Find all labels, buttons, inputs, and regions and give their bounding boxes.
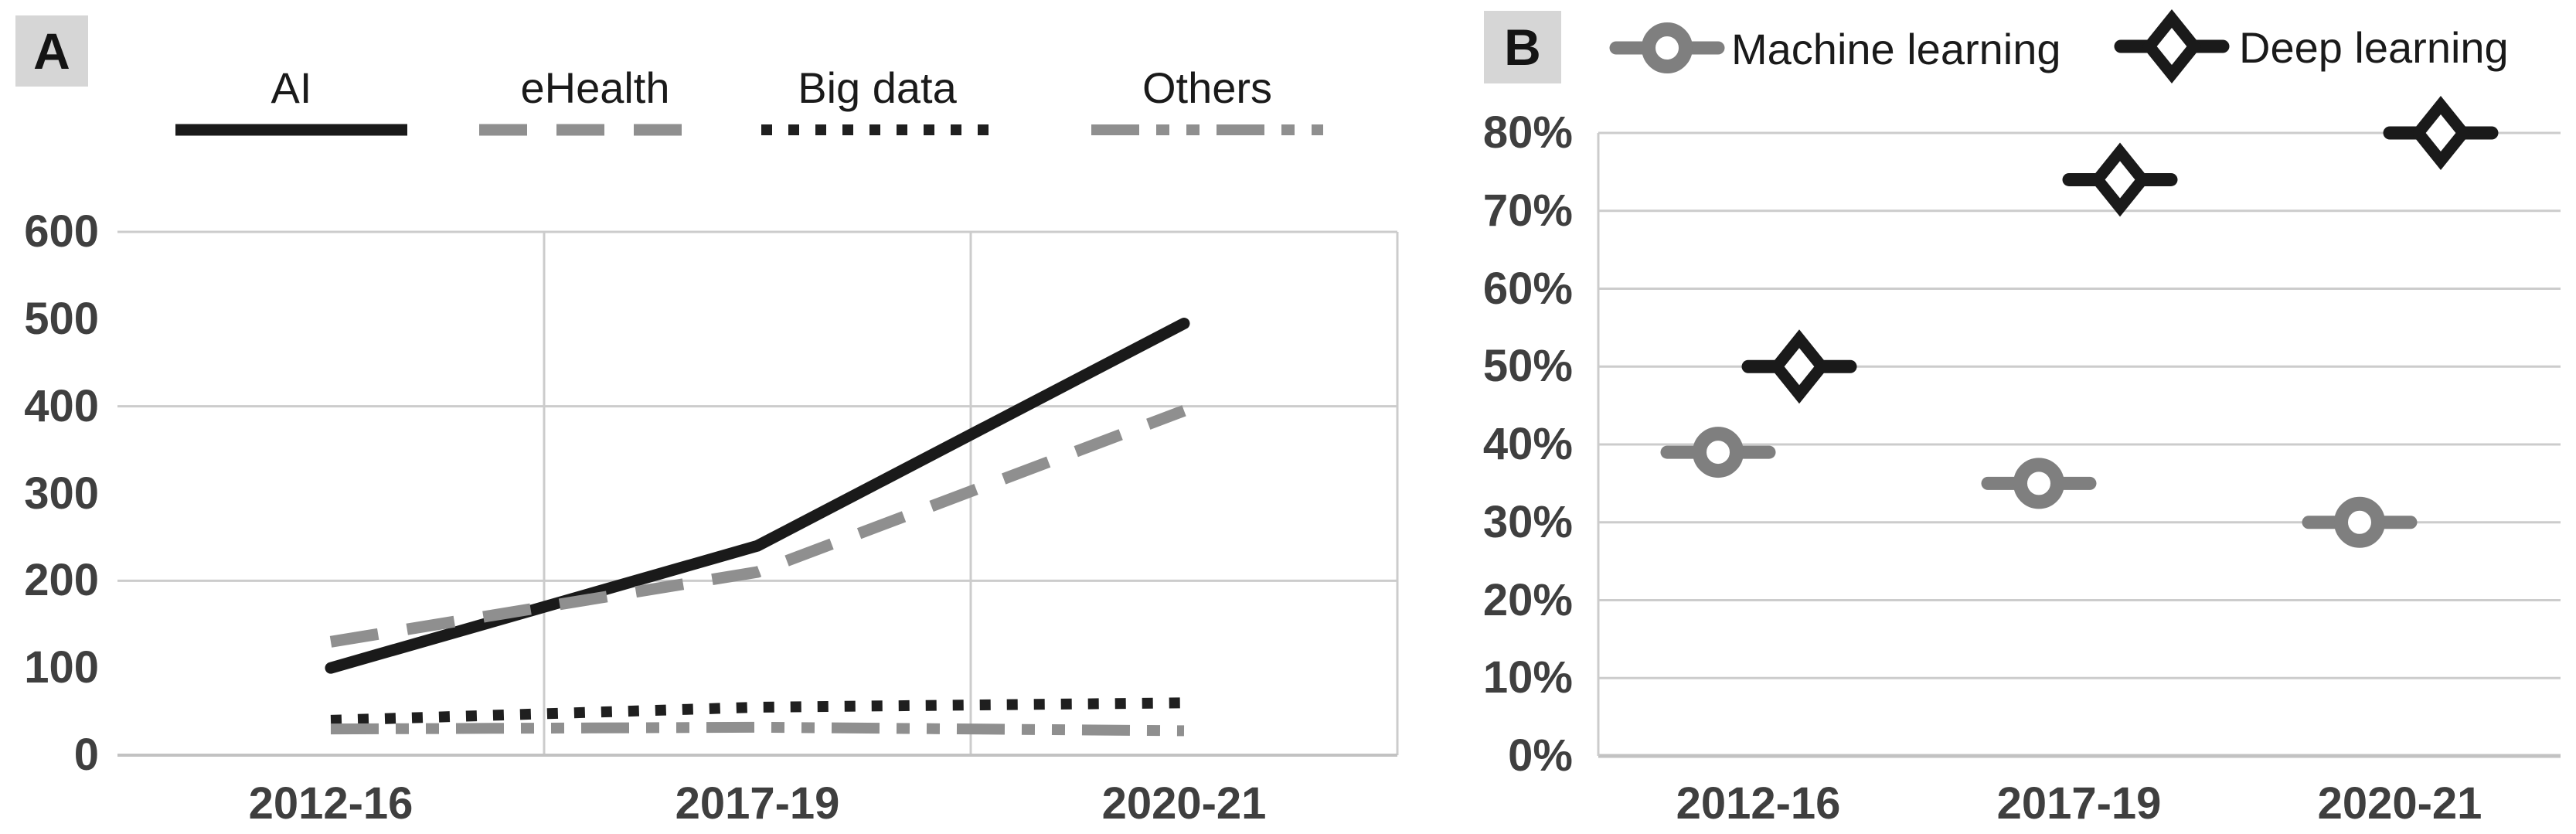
series-line-ai (325, 317, 1190, 674)
marker-deep-learning (2090, 142, 2150, 217)
series-line-big-data (330, 697, 1185, 726)
marker-deep-learning (2411, 96, 2471, 170)
marker-deep-learning (1769, 329, 1829, 404)
legend-marker-machine-learning (1642, 22, 1693, 73)
marker-machine-learning (1693, 427, 1744, 478)
series-line-ehealth (329, 405, 1186, 648)
marker-machine-learning (2013, 458, 2064, 509)
legend-marker-deep-learning (2142, 9, 2202, 83)
series-line-others (330, 721, 1185, 737)
marker-machine-learning (2334, 496, 2385, 548)
